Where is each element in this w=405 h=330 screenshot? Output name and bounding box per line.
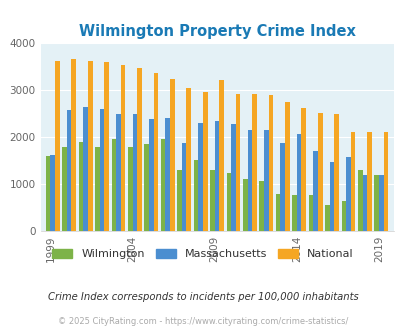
Bar xyxy=(252,94,256,231)
Bar xyxy=(111,139,116,231)
Bar xyxy=(137,68,141,231)
Bar xyxy=(79,142,83,231)
Bar xyxy=(132,114,137,231)
Bar xyxy=(116,114,120,231)
Bar xyxy=(378,175,383,231)
Bar xyxy=(50,155,55,231)
Bar xyxy=(317,113,322,231)
Bar xyxy=(149,119,153,231)
Bar xyxy=(268,95,273,231)
Text: © 2025 CityRating.com - https://www.cityrating.com/crime-statistics/: © 2025 CityRating.com - https://www.city… xyxy=(58,317,347,326)
Bar xyxy=(313,151,317,231)
Bar xyxy=(46,156,50,231)
Bar xyxy=(165,118,170,231)
Bar xyxy=(62,147,67,231)
Bar xyxy=(292,195,296,231)
Bar xyxy=(170,79,174,231)
Bar xyxy=(160,139,165,231)
Bar xyxy=(284,102,289,231)
Bar xyxy=(198,123,202,231)
Bar xyxy=(341,201,345,231)
Bar xyxy=(259,181,263,231)
Bar xyxy=(263,130,268,231)
Bar xyxy=(275,194,280,231)
Bar xyxy=(235,94,240,231)
Bar xyxy=(243,179,247,231)
Bar xyxy=(95,147,100,231)
Bar xyxy=(55,61,60,231)
Bar xyxy=(67,110,71,231)
Bar xyxy=(144,144,149,231)
Bar xyxy=(193,160,198,231)
Bar xyxy=(247,130,252,231)
Bar xyxy=(100,109,104,231)
Bar xyxy=(71,59,76,231)
Bar xyxy=(128,147,132,231)
Bar xyxy=(366,132,371,231)
Bar xyxy=(83,107,88,231)
Bar xyxy=(88,61,92,231)
Bar xyxy=(362,175,366,231)
Bar xyxy=(280,143,284,231)
Bar xyxy=(308,195,313,231)
Bar xyxy=(219,80,224,231)
Bar xyxy=(350,132,354,231)
Bar xyxy=(214,121,219,231)
Bar xyxy=(210,170,214,231)
Bar xyxy=(230,124,235,231)
Bar xyxy=(373,175,378,231)
Bar xyxy=(383,132,387,231)
Bar xyxy=(120,65,125,231)
Bar xyxy=(186,88,191,231)
Legend: Wilmington, Massachusetts, National: Wilmington, Massachusetts, National xyxy=(48,244,357,263)
Bar xyxy=(345,157,350,231)
Bar xyxy=(104,62,109,231)
Bar xyxy=(181,143,186,231)
Text: Crime Index corresponds to incidents per 100,000 inhabitants: Crime Index corresponds to incidents per… xyxy=(47,292,358,302)
Bar xyxy=(296,134,301,231)
Bar xyxy=(226,173,230,231)
Bar xyxy=(153,74,158,231)
Bar xyxy=(329,162,334,231)
Bar xyxy=(334,114,338,231)
Bar xyxy=(357,170,362,231)
Title: Wilmington Property Crime Index: Wilmington Property Crime Index xyxy=(79,24,355,39)
Bar xyxy=(301,108,305,231)
Bar xyxy=(177,170,181,231)
Bar xyxy=(202,92,207,231)
Bar xyxy=(324,205,329,231)
